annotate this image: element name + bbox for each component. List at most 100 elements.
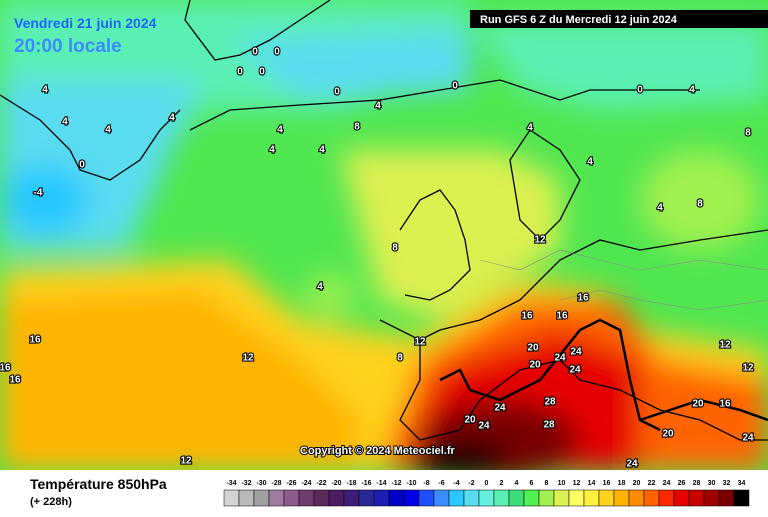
colorbar-cell bbox=[523, 489, 540, 507]
forecast-step: (+ 228h) bbox=[30, 496, 72, 508]
contour-label: 24 bbox=[626, 459, 638, 470]
forecast-time: 20:00 locale bbox=[14, 36, 122, 57]
colorbar-cell bbox=[283, 489, 300, 507]
contour-label: 4 bbox=[105, 125, 111, 136]
contour-label: 12 bbox=[719, 340, 731, 351]
contour-label: 20 bbox=[662, 429, 674, 440]
contour-label: 16 bbox=[556, 311, 568, 322]
colorbar-cell bbox=[223, 489, 240, 507]
contour-label: 16 bbox=[0, 363, 11, 374]
colorbar-tick-label: 32 bbox=[723, 480, 731, 487]
colorbar-cell bbox=[298, 489, 315, 507]
colorbar-tick-label: -8 bbox=[423, 480, 429, 487]
colorbar-cell bbox=[268, 489, 285, 507]
colorbar-cell bbox=[553, 489, 570, 507]
colorbar-cell bbox=[388, 489, 405, 507]
contour-label: 24 bbox=[478, 421, 490, 432]
contour-label: 4 bbox=[277, 125, 283, 136]
contour-label: 8 bbox=[354, 122, 360, 133]
colorbar-cell bbox=[418, 489, 435, 507]
contour-label: 12 bbox=[742, 363, 754, 374]
colorbar-tick-label: 24 bbox=[663, 480, 671, 487]
contour-label: 20 bbox=[529, 360, 541, 371]
colorbar-cell bbox=[538, 489, 555, 507]
contour-label: 12 bbox=[242, 353, 254, 364]
colorbar-cell bbox=[598, 489, 615, 507]
contour-label: 8 bbox=[697, 199, 703, 210]
colorbar-tick-label: 30 bbox=[708, 480, 716, 487]
contour-label: 0 bbox=[334, 87, 340, 98]
colorbar-cell bbox=[238, 489, 255, 507]
colorbar-tick-label: 12 bbox=[573, 480, 581, 487]
colorbar-cell bbox=[358, 489, 375, 507]
colorbar-cell bbox=[493, 489, 510, 507]
contour-label: 24 bbox=[569, 365, 581, 376]
colorbar-tick-label: -10 bbox=[406, 480, 416, 487]
contour-label: 24 bbox=[554, 353, 566, 364]
colorbar-tick-label: -22 bbox=[316, 480, 326, 487]
colorbar-cell bbox=[583, 489, 600, 507]
contour-label: 0 bbox=[274, 47, 280, 58]
contour-label: 8 bbox=[397, 353, 403, 364]
contour-label: 4 bbox=[269, 145, 275, 156]
colorbar-cell bbox=[568, 489, 585, 507]
contour-label: 0 bbox=[637, 85, 643, 96]
colorbar-cell bbox=[718, 489, 735, 507]
contour-label: 24 bbox=[742, 433, 754, 444]
contour-label: 0 bbox=[452, 81, 458, 92]
colorbar-tick-label: 26 bbox=[678, 480, 686, 487]
colorbar-tick-label: -24 bbox=[301, 480, 311, 487]
contour-label: 4 bbox=[587, 157, 593, 168]
field-title: Température 850hPa bbox=[30, 476, 167, 492]
contour-label: 16 bbox=[577, 293, 589, 304]
contour-label: 4 bbox=[317, 282, 323, 293]
contour-label: 20 bbox=[692, 399, 704, 410]
colorbar-cell bbox=[343, 489, 360, 507]
colorbar-cell bbox=[403, 489, 420, 507]
contour-label: 0 bbox=[237, 67, 243, 78]
contour-label: 4 bbox=[375, 101, 381, 112]
colorbar-tick-label: -26 bbox=[286, 480, 296, 487]
colorbar-cell bbox=[508, 489, 525, 507]
colorbar-cell bbox=[478, 489, 495, 507]
contour-label: 28 bbox=[544, 397, 556, 408]
contour-label: 20 bbox=[527, 343, 539, 354]
contour-label: 12 bbox=[414, 337, 426, 348]
colorbar-cell bbox=[703, 489, 720, 507]
colorbar-cell bbox=[613, 489, 630, 507]
colorbar-cell bbox=[463, 489, 480, 507]
colorbar-cell bbox=[658, 489, 675, 507]
colorbar-cell bbox=[373, 489, 390, 507]
colorbar-tick-label: -6 bbox=[438, 480, 444, 487]
run-info: Run GFS 6 Z du Mercredi 12 juin 2024 bbox=[480, 14, 678, 26]
contour-label: 8 bbox=[745, 128, 751, 139]
contour-label: -4 bbox=[34, 188, 43, 199]
colorbar-tick-label: -4 bbox=[453, 480, 459, 487]
contour-label: 0 bbox=[259, 67, 265, 78]
contour-label: 4 bbox=[62, 117, 68, 128]
contour-label: 4 bbox=[319, 145, 325, 156]
colorbar-tick-label: 16 bbox=[603, 480, 611, 487]
colorbar-tick-label: -20 bbox=[331, 480, 341, 487]
colorbar-tick-label: -12 bbox=[391, 480, 401, 487]
contour-label: 24 bbox=[494, 403, 506, 414]
contour-label: 12 bbox=[534, 235, 546, 246]
run-banner bbox=[470, 10, 768, 28]
contour-label: 24 bbox=[570, 347, 582, 358]
colorbar-cell bbox=[448, 489, 465, 507]
forecast-date: Vendredi 21 juin 2024 bbox=[14, 15, 157, 31]
contour-label: 20 bbox=[464, 415, 476, 426]
colorbar-cell bbox=[433, 489, 450, 507]
contour-label: 8 bbox=[392, 243, 398, 254]
contour-label: 0 bbox=[252, 47, 258, 58]
colorbar-cell bbox=[673, 489, 690, 507]
colorbar-tick-label: 0 bbox=[485, 480, 489, 487]
colorbar-tick-label: 34 bbox=[738, 480, 746, 487]
copyright: Copyright © 2024 Meteociel.fr bbox=[300, 445, 456, 457]
colorbar-tick-label: 8 bbox=[545, 480, 549, 487]
colorbar-tick-label: 14 bbox=[588, 480, 596, 487]
contour-label: 4 bbox=[169, 113, 175, 124]
colorbar-tick-label: 28 bbox=[693, 480, 701, 487]
colorbar-cell bbox=[253, 489, 270, 507]
